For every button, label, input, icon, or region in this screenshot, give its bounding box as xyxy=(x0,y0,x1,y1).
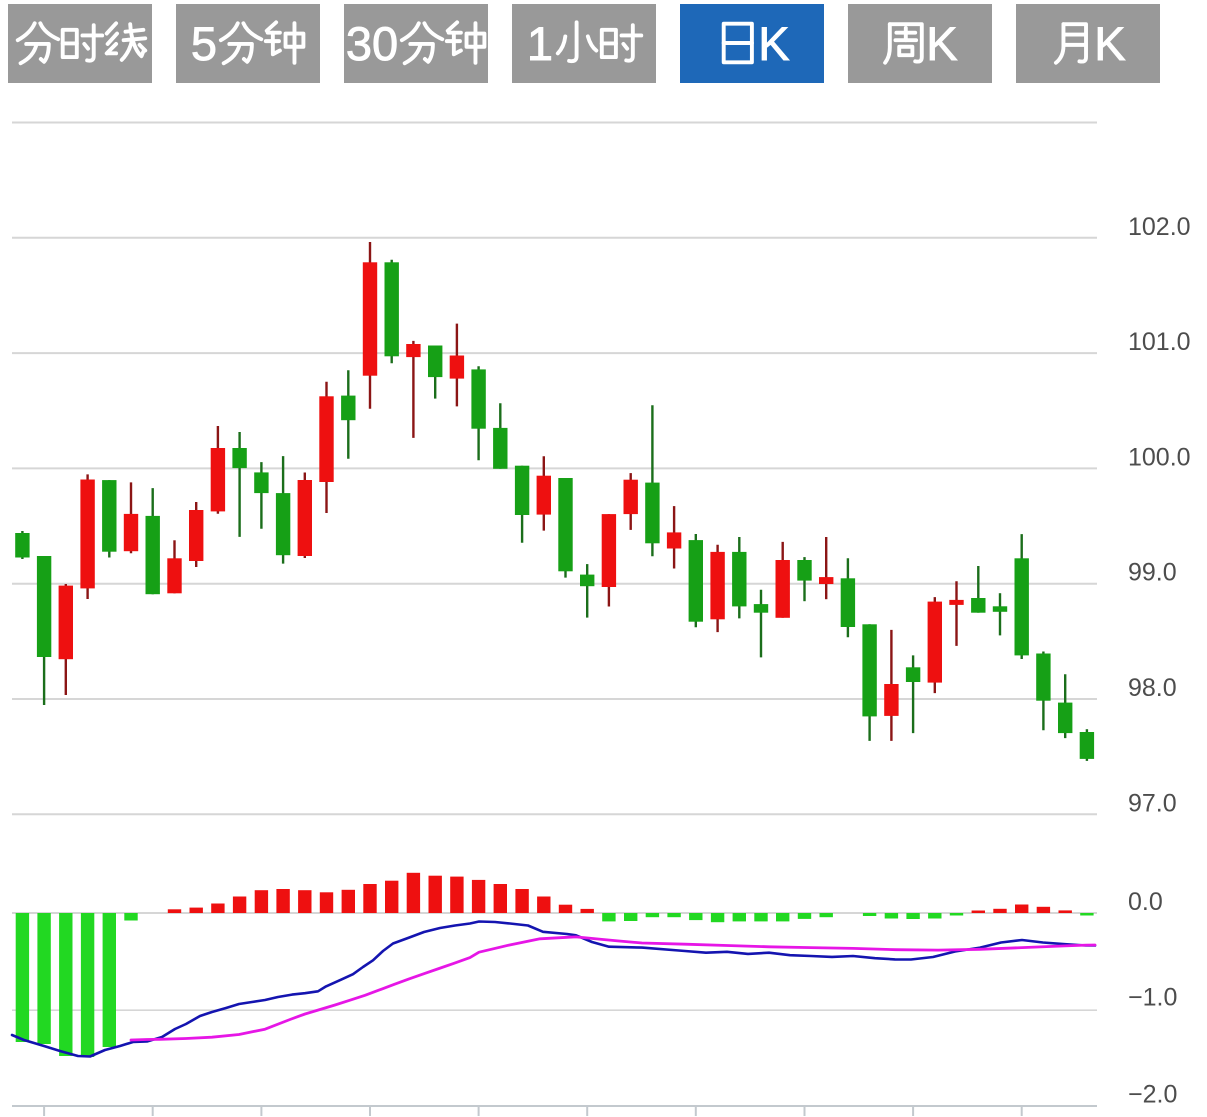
svg-text:97.0: 97.0 xyxy=(1128,789,1177,817)
svg-text:5: 5 xyxy=(191,17,217,70)
svg-text:101.0: 101.0 xyxy=(1128,328,1191,356)
svg-text:100.0: 100.0 xyxy=(1128,443,1191,471)
svg-text:0.0: 0.0 xyxy=(1128,888,1163,916)
svg-text:K: K xyxy=(758,17,789,70)
svg-text:1: 1 xyxy=(527,17,553,70)
svg-text:99.0: 99.0 xyxy=(1128,559,1177,587)
svg-text:102.0: 102.0 xyxy=(1128,213,1191,241)
svg-text:−2.0: −2.0 xyxy=(1128,1081,1177,1109)
svg-text:30: 30 xyxy=(346,17,398,70)
svg-text:K: K xyxy=(1094,17,1125,70)
svg-text:−1.0: −1.0 xyxy=(1128,984,1177,1012)
svg-text:98.0: 98.0 xyxy=(1128,674,1177,702)
svg-text:K: K xyxy=(926,17,957,70)
